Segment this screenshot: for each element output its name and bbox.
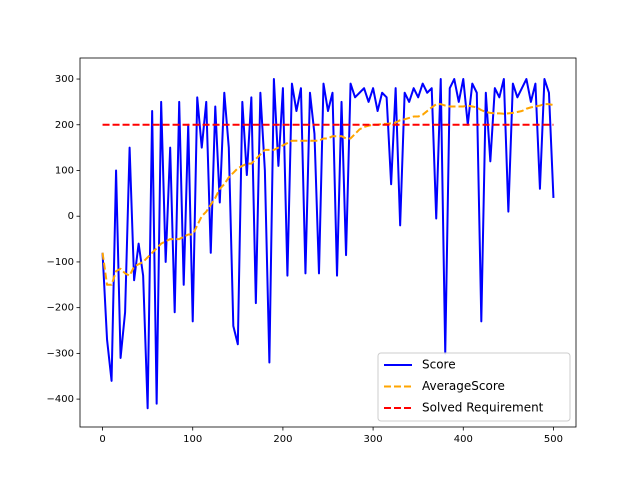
x-tick-label: 400 (454, 434, 473, 445)
y-tick-label: 0 (68, 211, 74, 222)
y-tick-label: 300 (55, 74, 74, 85)
legend-box (377, 352, 571, 422)
legend-label: Solved Requirement (422, 401, 544, 415)
x-tick-label: 300 (364, 434, 383, 445)
x-tick-label: 500 (544, 434, 563, 445)
legend-label: Score (422, 358, 456, 372)
series-line (101, 78, 555, 410)
y-tick-label: −300 (47, 348, 74, 359)
y-tick-label: −200 (47, 303, 74, 314)
plot-area (101, 78, 555, 410)
y-tick-label: 200 (55, 120, 74, 131)
series-line (101, 103, 554, 286)
x-tick-label: 100 (183, 434, 202, 445)
axes-frame (79, 57, 577, 428)
y-tick-label: −100 (47, 257, 74, 268)
y-tick-label: 100 (55, 165, 74, 176)
y-tick-label: −400 (47, 394, 74, 405)
x-tick-label: 200 (273, 434, 292, 445)
x-tick-label: 0 (99, 434, 105, 445)
legend-label: AverageScore (422, 379, 505, 393)
